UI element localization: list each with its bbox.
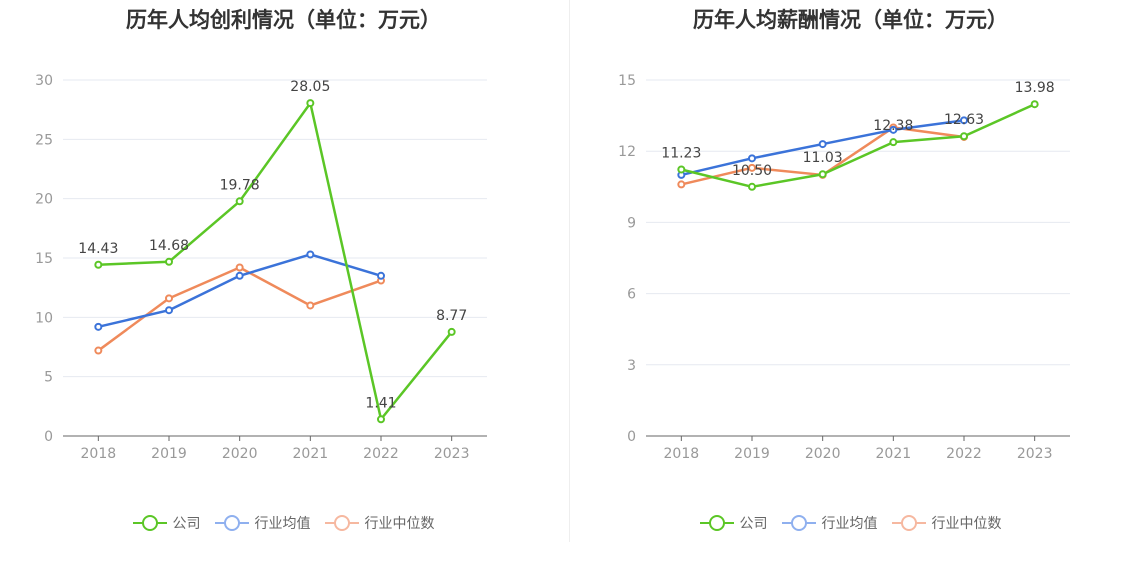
legend-avg-marker-icon [781, 514, 816, 532]
y-tick-label: 30 [35, 73, 53, 89]
data-point [377, 271, 385, 280]
data-label: 14.68 [149, 238, 189, 254]
y-tick-label: 9 [627, 215, 636, 231]
legend-company-marker-icon [132, 514, 167, 532]
data-label: 19.78 [220, 177, 260, 193]
x-tick-label: 2021 [876, 446, 912, 462]
data-label: 10.50 [732, 163, 772, 179]
legend-median-marker-icon [324, 514, 359, 532]
chart-legend: 公司 行业均值 行业中位数 [0, 512, 567, 534]
chart-legend: 公司 行业均值 行业中位数 [567, 512, 1134, 534]
data-point [306, 301, 315, 310]
data-label: 8.77 [436, 308, 467, 324]
x-tick-label: 2019 [734, 446, 770, 462]
y-tick-label: 3 [627, 358, 636, 374]
data-point [165, 294, 173, 303]
legend-label: 行业均值 [254, 516, 311, 532]
chart-panel-salary: 历年人均薪酬情况（单位：万元） 0 3 6 9 12 15 2018 2019 2020 2021… [567, 0, 1134, 582]
series-line [681, 103, 1036, 189]
data-point [818, 170, 827, 179]
legend-item-industry-avg[interactable]: 行业均值 [214, 513, 311, 533]
chart-title: 历年人均创利情况（单位：万元） [126, 8, 441, 32]
y-tick-label: 6 [627, 287, 636, 303]
data-label: 28.05 [290, 79, 330, 95]
data-point [677, 180, 686, 189]
data-point [235, 271, 244, 280]
y-tick-label: 5 [44, 370, 53, 386]
data-point [165, 306, 173, 315]
legend-label: 行业中位数 [931, 516, 1002, 532]
data-label: 12.63 [944, 112, 984, 128]
data-point [235, 197, 244, 206]
salary-line-chart: 0 3 6 9 12 15 2018 2019 2020 2021 2022 2023 11.23 10.… [618, 73, 1070, 462]
x-tick-label: 2021 [293, 446, 329, 462]
data-point [94, 260, 103, 269]
chart-title: 历年人均薪酬情况（单位：万元） [693, 8, 1008, 32]
data-point [235, 263, 244, 272]
y-tick-label: 0 [44, 429, 53, 445]
data-point [94, 346, 103, 355]
data-point [889, 138, 898, 147]
data-point [447, 327, 456, 336]
data-label: 12.38 [873, 118, 913, 134]
data-point [748, 154, 756, 163]
data-point [960, 132, 968, 141]
data-point [960, 116, 968, 125]
x-tick-label: 2019 [151, 446, 187, 462]
data-point [818, 140, 827, 149]
data-point [306, 99, 315, 108]
data-label: 13.98 [1015, 80, 1055, 96]
y-tick-label: 15 [35, 251, 53, 267]
legend-item-industry-median[interactable]: 行业中位数 [324, 513, 435, 533]
legend-label: 行业均值 [821, 516, 878, 532]
legend-item-industry-median[interactable]: 行业中位数 [891, 513, 1002, 533]
x-tick-label: 2022 [363, 446, 399, 462]
x-tick-label: 2023 [434, 446, 470, 462]
x-tick-label: 2020 [222, 446, 258, 462]
y-tick-label: 15 [618, 73, 636, 89]
data-point [748, 163, 756, 172]
x-tick-label: 2018 [664, 446, 700, 462]
y-tick-label: 10 [35, 310, 53, 326]
x-tick-label: 2020 [805, 446, 841, 462]
legend-item-company[interactable]: 公司 [132, 513, 201, 533]
legend-label: 公司 [739, 516, 768, 532]
legend-median-marker-icon [891, 514, 926, 532]
y-tick-label: 25 [35, 132, 53, 148]
panel-divider [569, 0, 570, 542]
data-point [748, 182, 756, 191]
series-line [97, 266, 382, 352]
profit-line-chart: 0 5 10 15 20 25 30 2018 2019 2020 2021 2022 2023 14.4… [35, 73, 487, 462]
data-point [165, 257, 173, 266]
data-point [677, 165, 686, 174]
data-point [1030, 100, 1039, 109]
legend-company-marker-icon [699, 514, 734, 532]
data-label: 14.43 [78, 241, 118, 257]
x-tick-label: 2022 [946, 446, 982, 462]
data-point [377, 415, 385, 424]
data-point [94, 322, 103, 331]
data-point [306, 250, 315, 259]
legend-item-company[interactable]: 公司 [699, 513, 768, 533]
x-tick-label: 2018 [81, 446, 117, 462]
legend-label: 公司 [172, 516, 201, 532]
chart-panel-profit: 历年人均创利情况（单位：万元） 0 5 10 15 20 25 30 2018 2019 2020… [0, 8, 567, 534]
legend-label: 行业中位数 [364, 516, 435, 532]
x-tick-label: 2023 [1017, 446, 1053, 462]
y-tick-label: 20 [35, 192, 53, 208]
legend-avg-marker-icon [214, 514, 249, 532]
data-label: 11.23 [661, 145, 701, 161]
legend-item-industry-avg[interactable]: 行业均值 [781, 513, 878, 533]
y-tick-label: 0 [627, 429, 636, 445]
data-label: 1.41 [365, 395, 396, 411]
y-tick-label: 12 [618, 144, 636, 160]
data-point [889, 125, 898, 134]
data-label: 11.03 [803, 150, 843, 166]
series-line [98, 101, 453, 421]
